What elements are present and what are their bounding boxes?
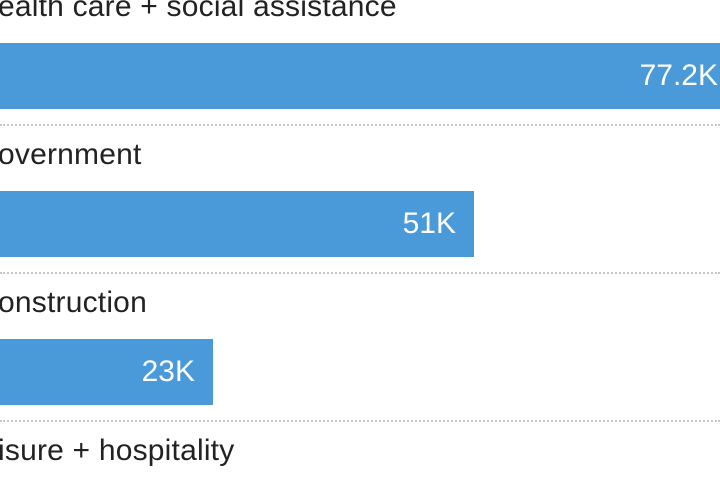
row-divider: [0, 420, 720, 422]
row-divider: [0, 124, 720, 126]
category-label: ealth care + social assistance: [0, 0, 397, 23]
bar: 23K: [0, 339, 213, 405]
bar-value-label: 23K: [141, 355, 195, 388]
bar: 77.2K: [0, 43, 720, 109]
category-label: overnment: [0, 138, 142, 171]
bar-value-label: 77.2K: [639, 59, 718, 92]
bar: 51K: [0, 191, 474, 257]
category-label: isure + hospitality: [0, 434, 235, 467]
row-divider: [0, 272, 720, 274]
bar-value-label: 51K: [402, 207, 456, 240]
category-label: onstruction: [0, 286, 147, 319]
